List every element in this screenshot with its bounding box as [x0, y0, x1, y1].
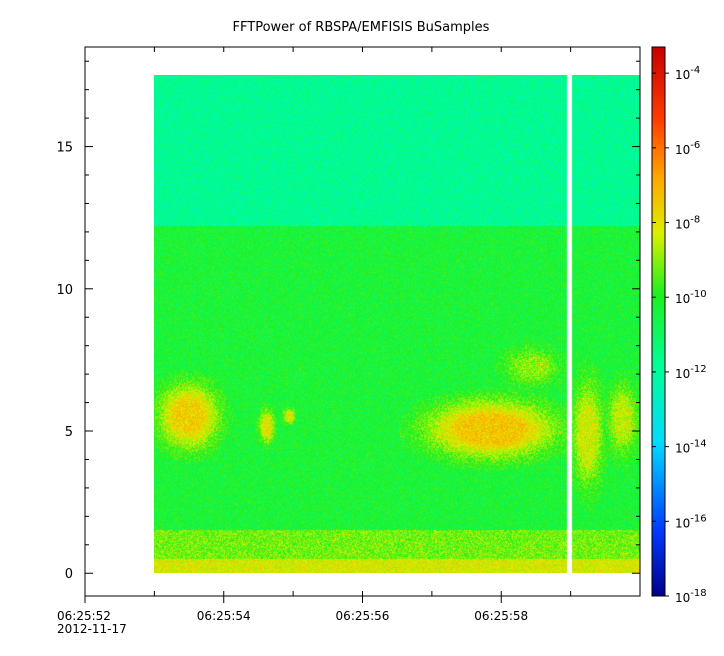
y-tick-label: 5 [65, 425, 73, 440]
x-tick-label: 06:25:58 [474, 609, 528, 623]
x-tick-label: 06:25:56 [336, 609, 390, 623]
colorbar-tick-label: 10-8 [675, 215, 700, 232]
colorbar-tick-label: 10-16 [675, 513, 707, 530]
colorbar-tick-label: 10-4 [675, 65, 700, 82]
colorbar-tick-label: 10-12 [675, 364, 707, 381]
colorbar: 10-4 10-6 10-8 10-10 10-12 10-14 10-16 10-18 [651, 46, 707, 605]
colorbar-tick-label: 10-18 [675, 588, 707, 605]
y-axis: 0 5 10 15 [56, 60, 640, 582]
colorbar-tick-label: 10-10 [675, 289, 707, 306]
colorbar-gradient [652, 47, 665, 596]
y-tick-label: 10 [56, 283, 73, 298]
y-tick-label: 15 [56, 141, 73, 156]
chart-title: FFTPower of RBSPA/EMFISIS BuSamples [233, 20, 490, 35]
spectrogram-heatmap [154, 75, 640, 573]
colorbar-tick-label: 10-14 [675, 439, 707, 456]
x-tick-label: 06:25:52 [57, 609, 111, 623]
colorbar-frame [651, 46, 666, 597]
x-tick-label: 06:25:54 [197, 609, 251, 623]
colorbar-ticks: 10-4 10-6 10-8 10-10 10-12 10-14 10-16 10-18 [652, 65, 707, 605]
x-tick-date-label: 2012-11-17 [57, 622, 127, 636]
colorbar-tick-label: 10-6 [675, 140, 700, 157]
y-tick-label: 0 [65, 567, 73, 582]
